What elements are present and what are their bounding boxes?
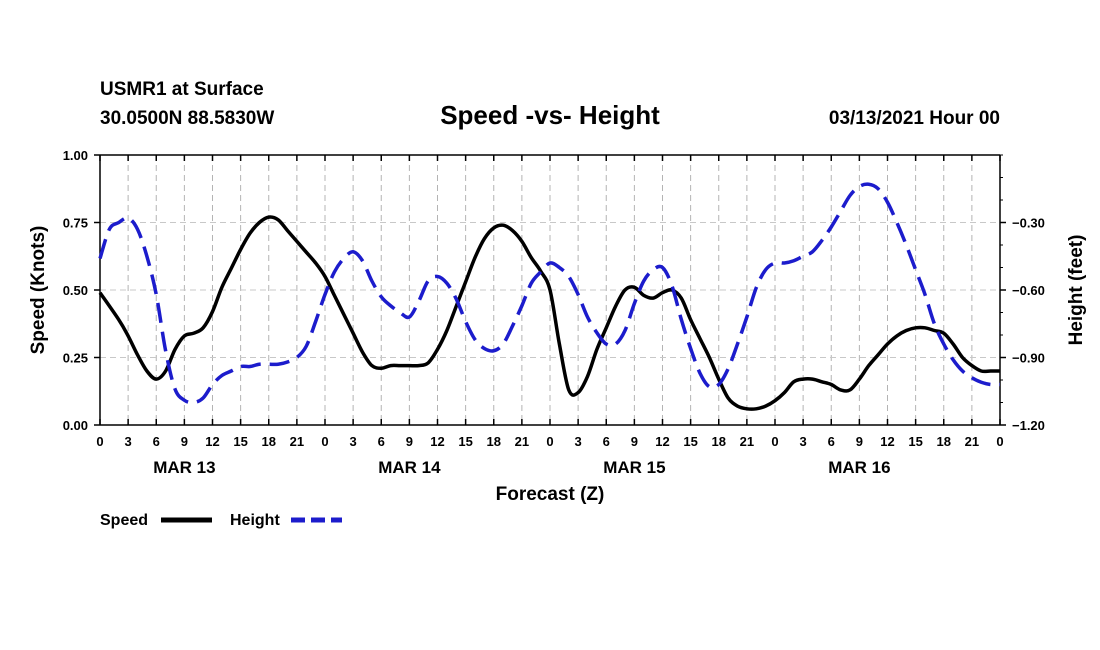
x-tick-label: 3: [575, 434, 582, 449]
x-tick-label: 12: [880, 434, 894, 449]
x-tick-label: 6: [153, 434, 160, 449]
x-tick-label: 15: [458, 434, 472, 449]
series-speed-line: [98, 215, 1000, 411]
location-label: 30.0500N 88.5830W: [100, 108, 274, 129]
grid: [100, 155, 1000, 425]
axes: 0 3 6 9 12 15 18 21 0 3 6 9 12 15 18 21 0 3 6 9 12 15 18 21 0 3 6 9…: [63, 148, 1045, 477]
legend: Speed Height: [100, 512, 342, 529]
x-tick-label: 21: [515, 434, 529, 449]
x-tick-label: 18: [487, 434, 501, 449]
x-tick-label: 9: [406, 434, 413, 449]
x-tick-label: 18: [937, 434, 951, 449]
day-label: MAR 13: [153, 458, 215, 477]
x-tick-label: 6: [828, 434, 835, 449]
y2-tick-label: −1.20: [1012, 418, 1045, 433]
x-tick-label: 0: [996, 434, 1003, 449]
chart-title: Speed -vs- Height: [440, 100, 660, 130]
x-tick-label: 12: [205, 434, 219, 449]
x-tick-label: 0: [546, 434, 553, 449]
series-height-line: [98, 182, 1001, 405]
station-label: USMR1 at Surface: [100, 79, 264, 100]
y-tick-label: 0.00: [63, 418, 88, 433]
y-tick-label: 0.25: [63, 351, 88, 366]
day-label: MAR 16: [828, 458, 890, 477]
x-tick-label: 0: [321, 434, 328, 449]
x-tick-label: 15: [233, 434, 247, 449]
y-tick-label: 0.75: [63, 216, 88, 231]
x-tick-label: 15: [683, 434, 697, 449]
x-axis-label: Forecast (Z): [496, 484, 605, 505]
y2-tick-label: −0.30: [1012, 216, 1045, 231]
x-tick-label: 6: [378, 434, 385, 449]
x-tick-label: 6: [603, 434, 610, 449]
x-tick-label: 12: [430, 434, 444, 449]
date-label: 03/13/2021 Hour 00: [829, 108, 1000, 129]
legend-height-label: Height: [230, 512, 280, 529]
day-label: MAR 15: [603, 458, 665, 477]
x-tick-label: 3: [125, 434, 132, 449]
y-tick-label: 1.00: [63, 148, 88, 163]
day-label: MAR 14: [378, 458, 441, 477]
x-tick-label: 0: [96, 434, 103, 449]
x-tick-label: 12: [655, 434, 669, 449]
y-tick-label: 0.50: [63, 283, 88, 298]
x-tick-label: 21: [290, 434, 304, 449]
series: [98, 182, 1001, 411]
x-tick-label: 18: [262, 434, 276, 449]
x-tick-label: 18: [712, 434, 726, 449]
legend-speed-label: Speed: [100, 512, 148, 529]
x-tick-label: 15: [908, 434, 922, 449]
y2-tick-label: −0.60: [1012, 283, 1045, 298]
x-tick-label: 21: [965, 434, 979, 449]
x-tick-label: 3: [350, 434, 357, 449]
y2-axis-label: Height (feet): [1066, 235, 1087, 346]
x-tick-label: 0: [771, 434, 778, 449]
x-tick-label: 9: [631, 434, 638, 449]
x-tick-label: 3: [800, 434, 807, 449]
x-tick-label: 9: [856, 434, 863, 449]
x-tick-label: 9: [181, 434, 188, 449]
x-tick-label: 21: [740, 434, 754, 449]
y2-tick-label: −0.90: [1012, 351, 1045, 366]
y-axis-label: Speed (Knots): [28, 226, 49, 355]
